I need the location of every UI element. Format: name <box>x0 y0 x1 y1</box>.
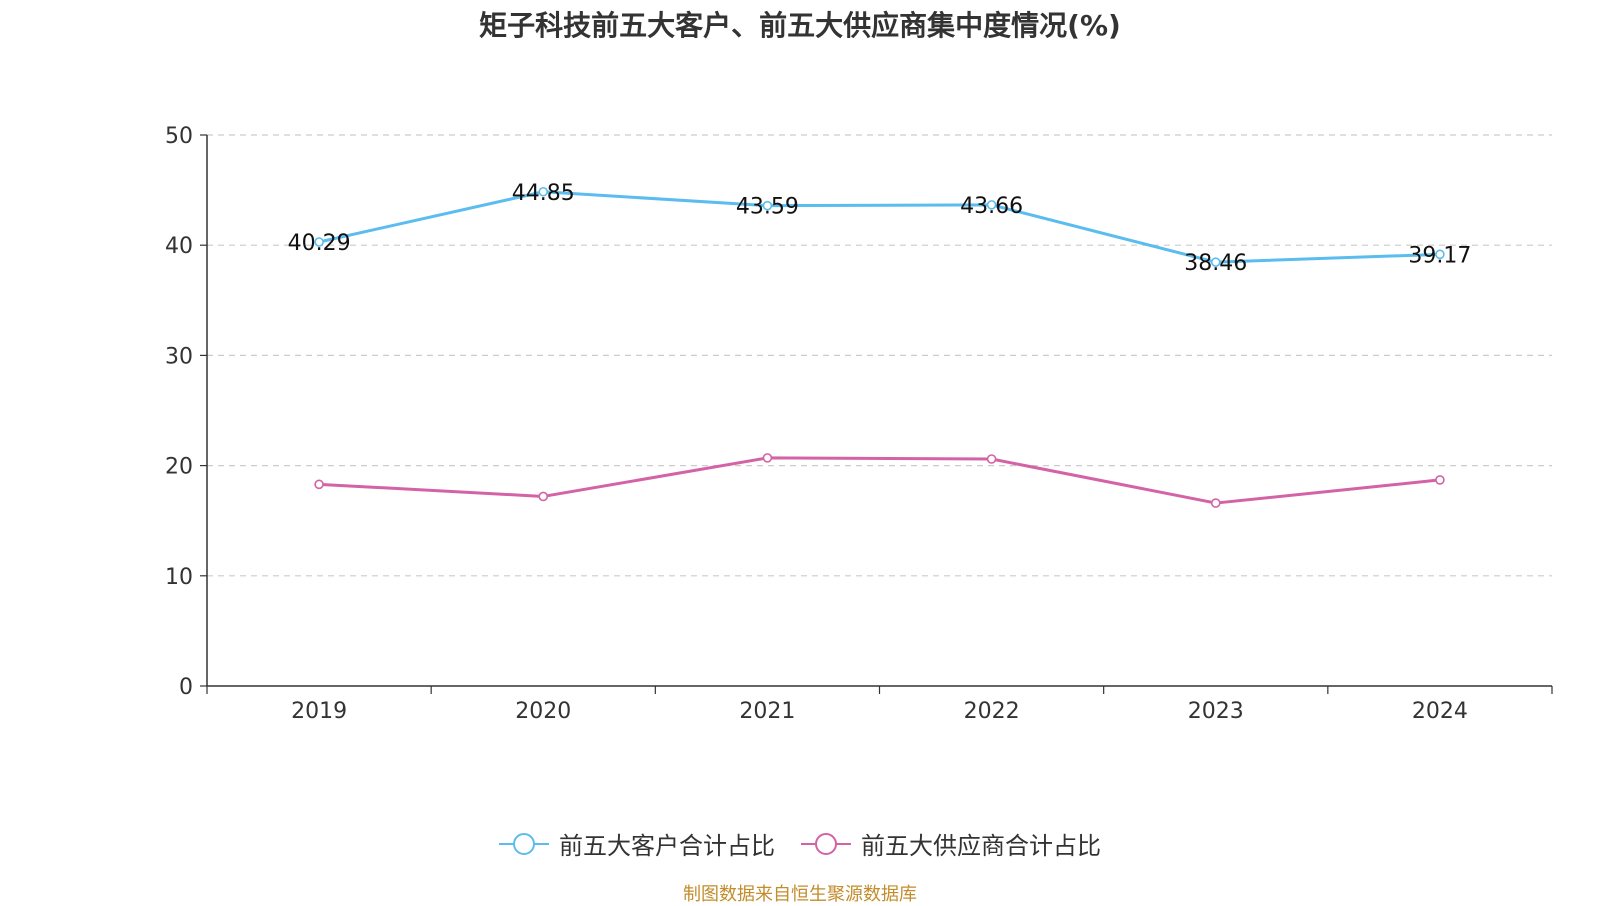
x-tick-label: 2019 <box>291 699 347 724</box>
x-tick-label: 2022 <box>964 699 1020 724</box>
chart-title: 矩子科技前五大客户、前五大供应商集中度情况(%) <box>479 9 1121 42</box>
x-tick-label: 2020 <box>515 699 571 724</box>
y-tick-label: 10 <box>165 565 193 590</box>
data-label: 39.17 <box>1408 243 1471 268</box>
legend-swatch-customers <box>499 832 549 855</box>
legend-label-suppliers: 前五大供应商合计占比 <box>861 832 1101 860</box>
legend-item-suppliers[interactable]: 前五大供应商合计占比 <box>801 826 1101 861</box>
x-tick-label: 2024 <box>1412 699 1468 724</box>
data-label: 43.59 <box>736 195 799 220</box>
x-tick-label: 2023 <box>1188 699 1244 724</box>
y-tick-label: 50 <box>165 124 193 149</box>
data-point <box>1435 249 1445 260</box>
data-point <box>314 479 324 490</box>
series-line-1 <box>319 456 1441 505</box>
data-label: 40.29 <box>288 231 351 256</box>
data-label: 38.46 <box>1184 251 1247 276</box>
data-point <box>314 237 324 247</box>
x-tick-label: 2021 <box>739 699 795 724</box>
data-point <box>1435 475 1445 485</box>
legend-item-customers[interactable]: 前五大客户合计占比 <box>499 826 775 861</box>
data-point <box>986 454 997 464</box>
data-point <box>1210 498 1221 508</box>
y-tick-label: 20 <box>165 455 193 480</box>
data-label: 44.85 <box>512 181 575 206</box>
y-tick-label: 40 <box>165 234 193 259</box>
data-point <box>762 200 773 211</box>
data-point <box>986 200 997 210</box>
legend: 前五大客户合计占比 前五大供应商合计占比 <box>0 826 1600 861</box>
data-point <box>538 491 549 502</box>
data-label: 43.66 <box>960 194 1023 219</box>
y-tick-label: 30 <box>165 344 193 369</box>
source-note: 制图数据来自恒生聚源数据库 <box>683 884 917 905</box>
legend-label-customers: 前五大客户合计占比 <box>559 832 775 860</box>
data-point <box>1210 257 1221 267</box>
data-point <box>538 186 549 197</box>
data-point <box>762 453 773 463</box>
y-tick-label: 0 <box>179 675 193 700</box>
series-line-0 <box>318 190 1440 264</box>
legend-swatch-suppliers <box>801 832 851 855</box>
